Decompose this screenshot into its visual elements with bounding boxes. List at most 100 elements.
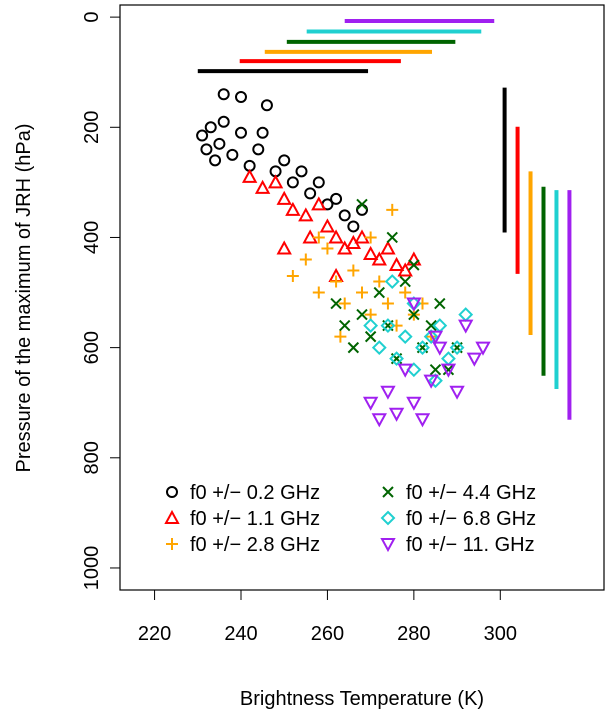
- data-point: [425, 319, 437, 332]
- legend-marker: [164, 509, 180, 524]
- data-point: [196, 129, 209, 142]
- data-point: [276, 240, 292, 255]
- data-point: [286, 176, 299, 189]
- x-tick-label: 240: [224, 623, 257, 645]
- data-point: [334, 330, 347, 343]
- data-point: [267, 174, 284, 189]
- data-point: [285, 201, 301, 216]
- y-tick-label: 1000: [81, 546, 103, 591]
- data-point: [364, 330, 377, 343]
- data-point: [388, 256, 405, 271]
- data-point: [254, 179, 271, 194]
- x-axis-label: Brightness Temperature (K): [240, 688, 484, 710]
- x-tick-label: 280: [397, 623, 430, 645]
- data-point: [429, 363, 442, 376]
- data-point: [330, 275, 343, 288]
- data-point: [414, 413, 431, 428]
- data-point: [449, 340, 465, 356]
- data-point: [466, 352, 483, 367]
- data-point: [338, 297, 351, 310]
- y-tick-label: 800: [81, 441, 103, 474]
- data-point: [399, 286, 412, 299]
- data-point: [330, 297, 342, 310]
- legend-label: f0 +/− 1.1 GHz: [190, 508, 320, 530]
- data-point: [380, 385, 396, 400]
- data-point: [299, 253, 312, 266]
- data-point: [209, 154, 222, 167]
- y-tick-label: 200: [81, 111, 103, 144]
- data-point: [434, 297, 446, 310]
- data-point: [328, 229, 344, 244]
- data-point: [380, 240, 396, 255]
- data-point: [311, 196, 327, 211]
- data-point: [442, 363, 455, 376]
- data-point: [295, 165, 308, 178]
- data-point: [380, 318, 396, 334]
- x-tick-label: 260: [311, 623, 344, 645]
- data-point: [312, 176, 325, 189]
- data-point: [371, 413, 387, 428]
- data-point: [312, 231, 325, 244]
- data-point: [356, 286, 368, 299]
- data-point: [312, 286, 325, 299]
- data-point: [397, 363, 413, 378]
- data-point: [440, 363, 457, 378]
- data-point: [458, 319, 474, 334]
- data-point: [441, 351, 456, 367]
- data-point: [241, 168, 258, 183]
- data-point: [362, 396, 379, 411]
- data-point: [406, 297, 422, 312]
- data-point: [373, 286, 385, 299]
- data-point: [423, 329, 439, 345]
- legend-label: f0 +/− 4.4 GHz: [406, 482, 536, 504]
- y-tick-label: 0: [81, 12, 103, 23]
- legend-marker: [380, 538, 396, 553]
- data-point: [408, 308, 420, 321]
- data-point: [217, 115, 230, 128]
- data-point: [226, 148, 239, 161]
- data-point: [427, 330, 444, 345]
- data-point: [339, 319, 351, 332]
- data-point: [338, 209, 351, 222]
- data-point: [363, 318, 379, 334]
- data-point: [475, 341, 491, 356]
- data-point: [371, 340, 387, 356]
- data-point: [321, 242, 334, 255]
- legend-label: f0 +/− 0.2 GHz: [190, 482, 320, 504]
- data-point: [356, 308, 368, 321]
- data-point: [384, 274, 400, 289]
- data-point: [347, 264, 360, 277]
- data-point: [252, 143, 265, 156]
- data-point: [347, 341, 360, 354]
- data-point: [330, 192, 343, 205]
- data-point: [449, 385, 465, 400]
- data-point: [278, 154, 291, 167]
- data-point: [373, 275, 386, 288]
- data-point: [386, 231, 398, 244]
- data-point: [381, 297, 394, 310]
- data-point: [406, 251, 422, 266]
- data-point: [362, 245, 379, 260]
- data-point: [428, 373, 443, 389]
- data-point: [356, 203, 368, 216]
- x-tick-label: 300: [484, 623, 517, 645]
- data-point: [200, 143, 213, 156]
- data-point: [408, 259, 420, 271]
- data-point: [356, 198, 368, 211]
- x-tick-label: 220: [138, 623, 171, 645]
- data-point: [319, 218, 336, 233]
- data-point: [213, 137, 226, 150]
- legend-label: f0 +/− 11. GHz: [406, 534, 535, 556]
- legend-marker: [382, 486, 394, 498]
- legend-marker: [380, 510, 396, 526]
- data-point: [276, 190, 292, 205]
- data-point: [286, 270, 299, 283]
- data-point: [217, 88, 230, 101]
- y-tick-label: 600: [81, 331, 103, 364]
- data-point: [432, 341, 448, 356]
- data-point: [235, 90, 247, 103]
- plot-frame: [119, 4, 605, 591]
- legend-marker: [166, 538, 178, 550]
- data-point: [406, 396, 422, 411]
